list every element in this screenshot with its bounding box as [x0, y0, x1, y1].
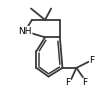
- Text: F: F: [83, 78, 88, 87]
- Text: NH: NH: [18, 27, 32, 36]
- Text: F: F: [90, 56, 95, 65]
- Text: F: F: [65, 78, 70, 87]
